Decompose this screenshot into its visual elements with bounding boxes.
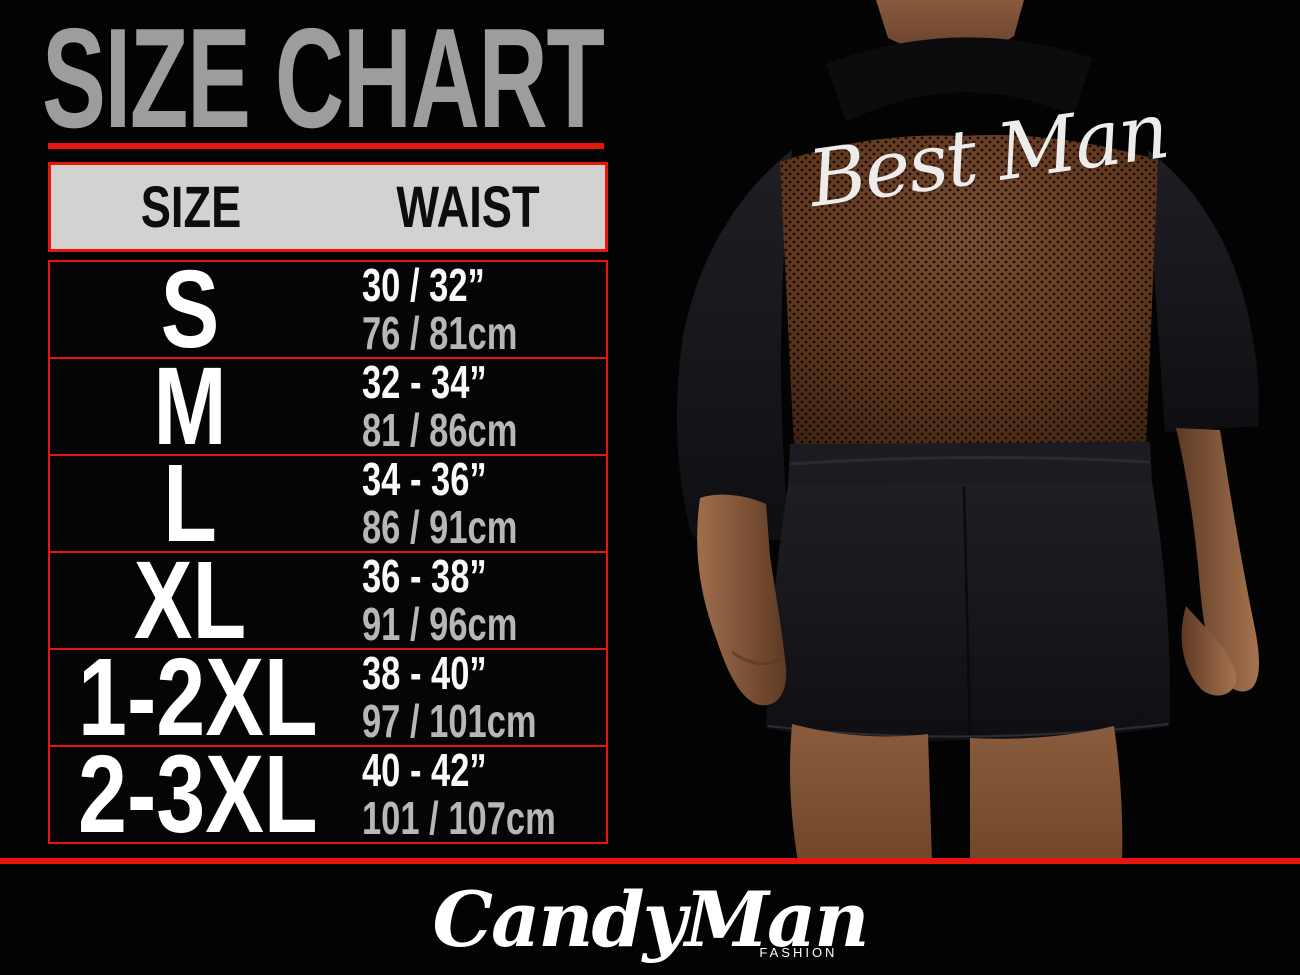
waist-inches: 30 / 32” [362,258,485,311]
skirt-center-seam [962,485,972,739]
model-left-arm [697,494,787,706]
waist-inches: 38 - 40” [362,646,487,699]
size-value: S [160,247,220,371]
right-hand-fingers [1181,606,1237,696]
size-value: L [163,441,217,565]
robe-sleeve-left [676,150,792,542]
waist-cm: 76 / 81cm [362,306,518,359]
waist-inches: 32 - 34” [362,355,487,408]
header-waist-label: WAIST [396,174,540,240]
size-chart-panel: SIZE CHART SIZE WAIST S 30 / 32” 76 / 81… [42,8,608,856]
brand-fashion-label: FASHION [759,944,838,960]
size-table: SIZE WAIST S 30 / 32” 76 / 81cm M 32 - 3… [48,162,608,856]
waist-inches: 34 - 36” [362,452,487,505]
waist-cm: 101 / 107cm [362,791,556,844]
waist-cm: 97 / 101cm [362,694,537,747]
waist-cm: 86 / 91cm [362,500,518,553]
size-value: M [153,344,227,468]
brand-name: CandyMan [432,874,870,964]
waist-inches: 40 - 42” [362,743,487,796]
model-photo-svg [676,0,1259,862]
table-row-l: L 34 - 36” 86 / 91cm [48,441,608,565]
table-row-xl: XL 36 - 38” 91 / 96cm [48,538,608,662]
model-right-thigh [970,726,1123,862]
footer-divider-line [0,858,1300,864]
size-value: 1-2XL [78,635,318,759]
waist-cm: 91 / 96cm [362,597,518,650]
robe-collar [826,37,1092,123]
robe-sleeve-right [1148,150,1259,432]
model-right-arm [1176,428,1259,692]
size-value: 2-3XL [78,732,318,856]
table-row-m: M 32 - 34” 81 / 86cm [48,344,608,468]
brand-logo: CandyMan FASHION [432,874,870,964]
size-value: XL [133,538,247,662]
waist-inches: 36 - 38” [362,549,487,602]
mesh-dot-texture [780,135,1158,448]
robe-belt [788,442,1152,488]
table-body: S 30 / 32” 76 / 81cm M 32 - 34” 81 / 86c… [48,247,608,856]
table-row-s: S 30 / 32” 76 / 81cm [48,247,608,371]
belt-seam [789,455,1151,466]
table-header-row: SIZE WAIST [48,162,608,252]
product-photo: Best Man [640,0,1300,862]
left-hand-crease [731,650,781,666]
footer: CandyMan FASHION [0,864,1300,975]
title-underline [48,143,604,149]
waist-cm: 81 / 86cm [362,403,518,456]
model-left-thigh [790,724,932,862]
table-row-2-3xl: 2-3XL 40 - 42” 101 / 107cm [48,732,608,856]
header-size-label: SIZE [140,174,242,240]
page-title: SIZE CHART [42,0,605,158]
